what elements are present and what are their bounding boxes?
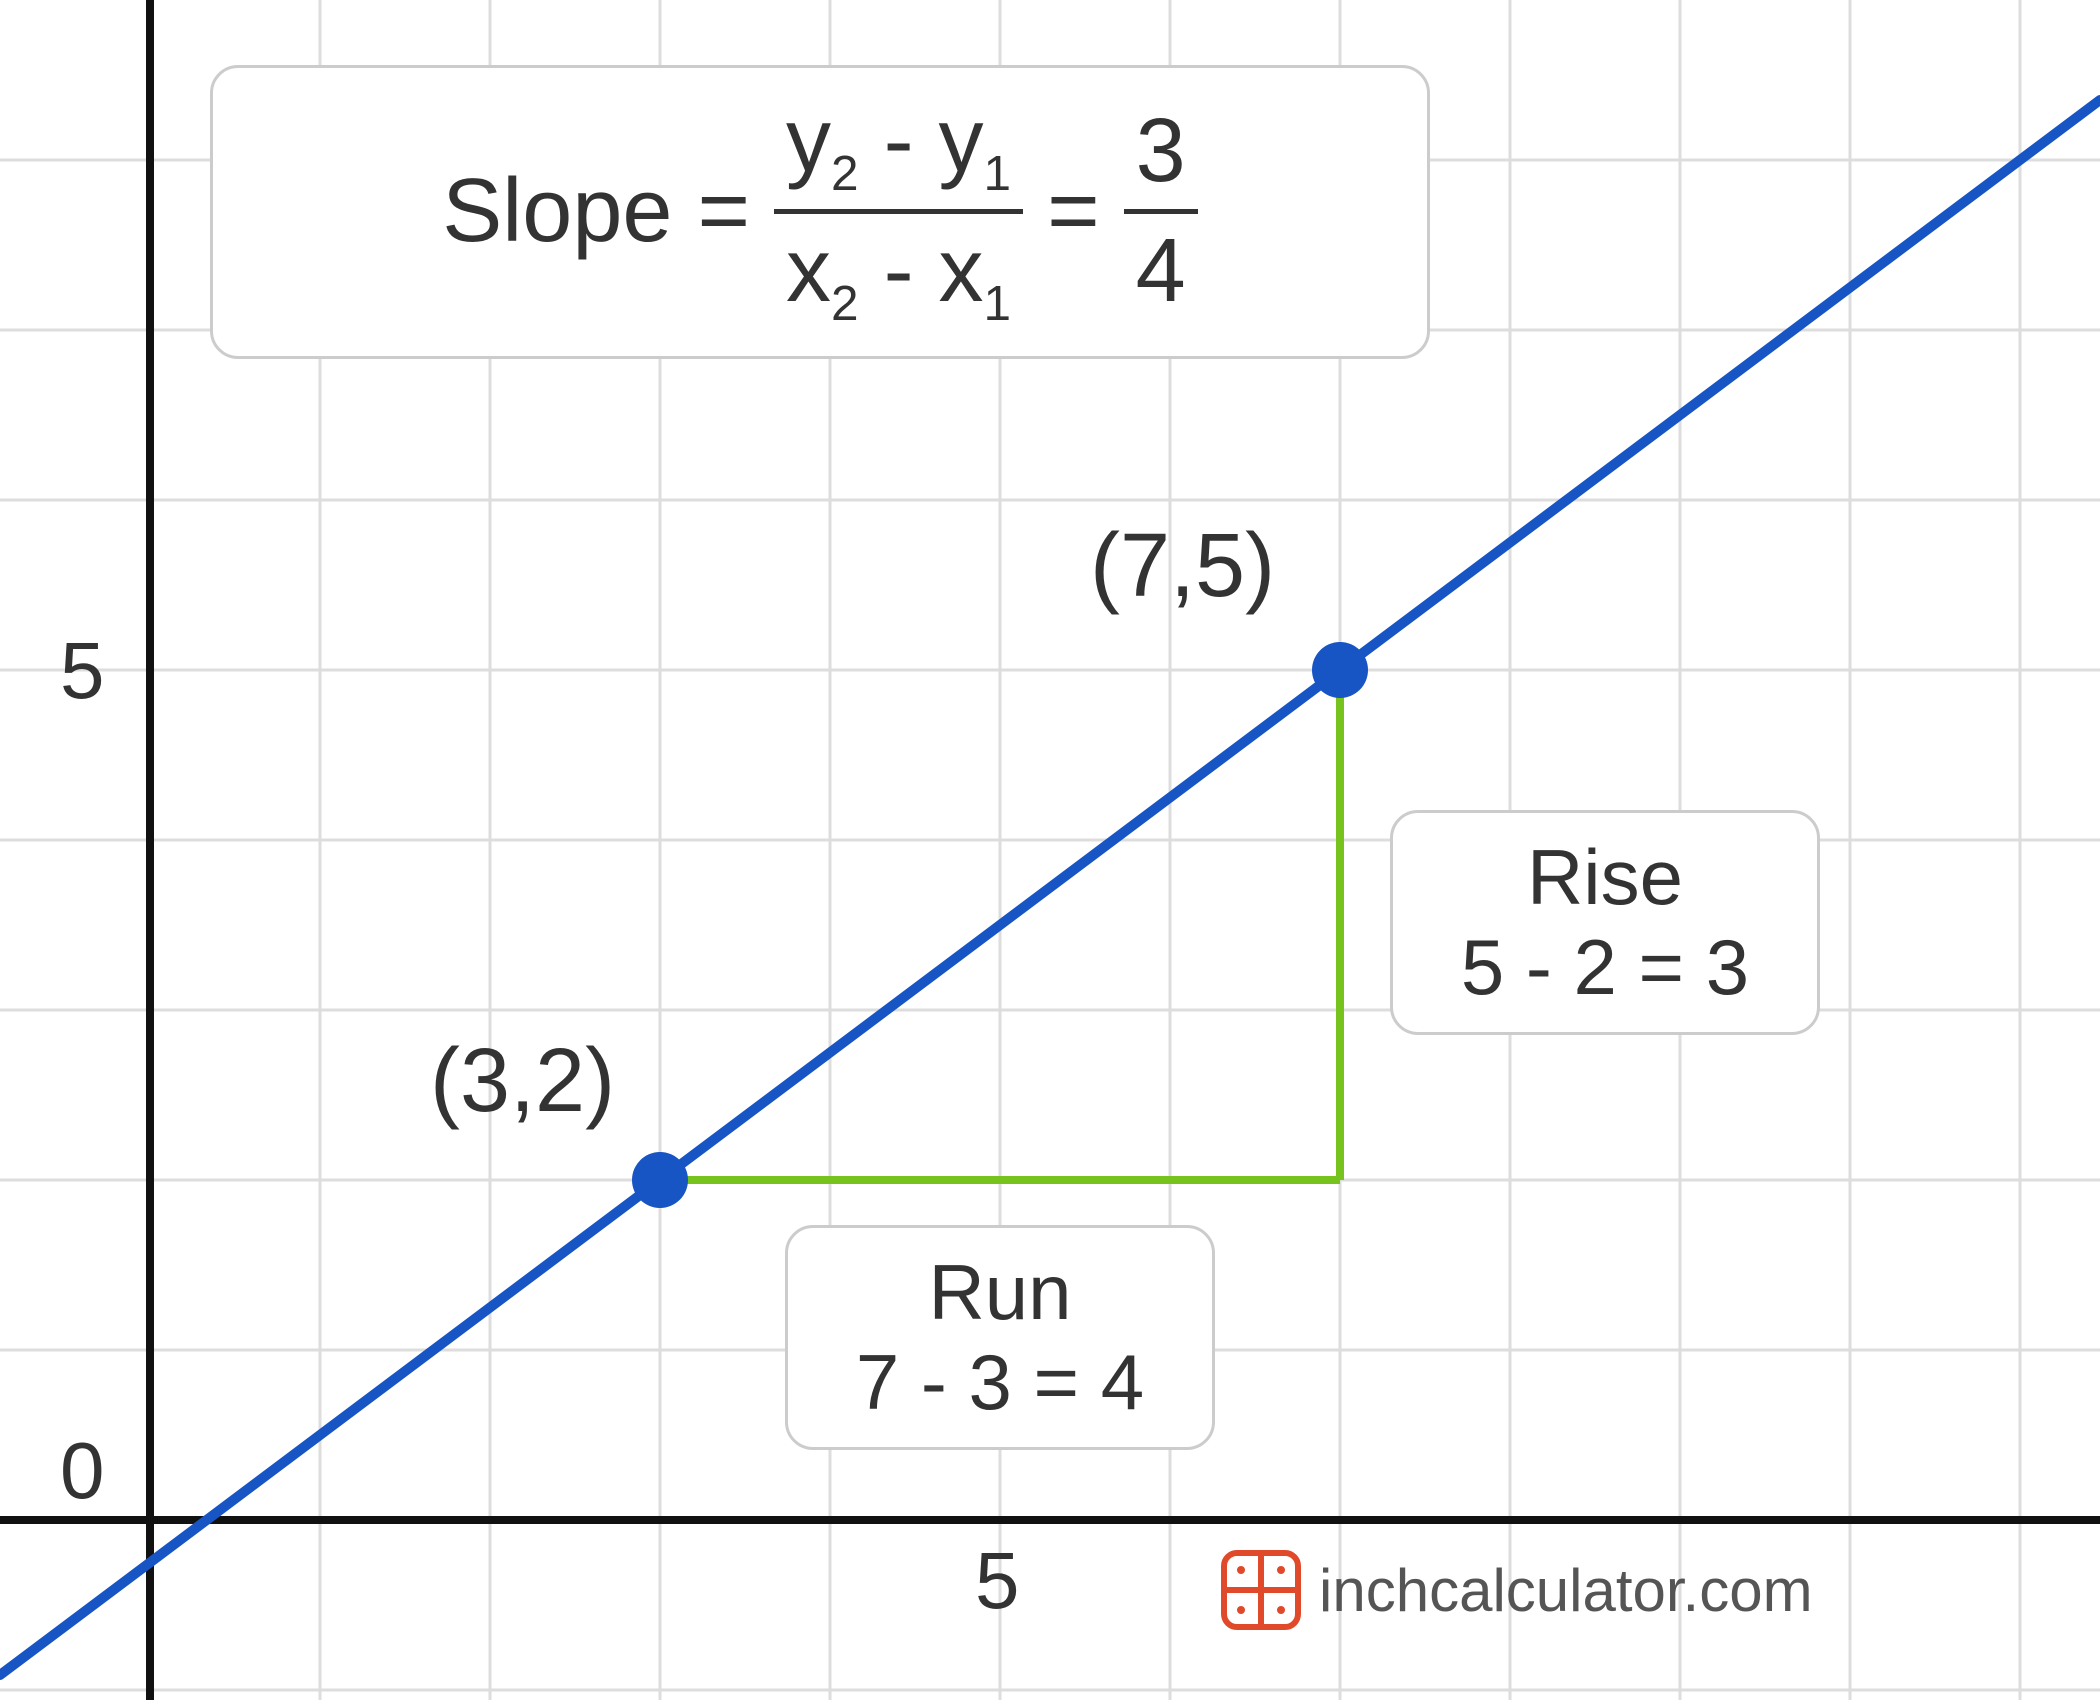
watermark-text: inchcalculator.com [1319, 1556, 1813, 1625]
point-label-p1: (3,2) [430, 1030, 615, 1133]
slope-result-num: 3 [1124, 98, 1198, 205]
slope-result-den: 4 [1124, 218, 1198, 325]
calculator-icon [1221, 1550, 1301, 1630]
equals-sign: = [1047, 160, 1100, 264]
slope-result-fraction: 3 4 [1124, 98, 1198, 325]
slope-prefix: Slope = [442, 160, 750, 264]
point-label-p2: (7,5) [1090, 515, 1275, 618]
x-axis-label-5: 5 [975, 1535, 1020, 1627]
run-callout: Run 7 - 3 = 4 [785, 1225, 1215, 1450]
y-axis-label-0: 0 [60, 1425, 105, 1517]
watermark: inchcalculator.com [1221, 1550, 1813, 1630]
slope-graph: 0 5 5 (3,2) (7,5) Slope = y2 - y1 x2 - x… [0, 0, 2100, 1700]
run-expr: 7 - 3 = 4 [828, 1338, 1172, 1428]
run-title: Run [828, 1248, 1172, 1338]
slope-equation-callout: Slope = y2 - y1 x2 - x1 = 3 4 [210, 65, 1430, 359]
slope-symbolic-fraction: y2 - y1 x2 - x1 [774, 88, 1023, 336]
slope-numerator-expr: y2 - y1 [774, 88, 1023, 205]
y-axis-label-5: 5 [60, 625, 105, 717]
rise-title: Rise [1433, 833, 1777, 923]
rise-expr: 5 - 2 = 3 [1433, 923, 1777, 1013]
rise-callout: Rise 5 - 2 = 3 [1390, 810, 1820, 1035]
slope-denominator-expr: x2 - x1 [774, 218, 1023, 335]
